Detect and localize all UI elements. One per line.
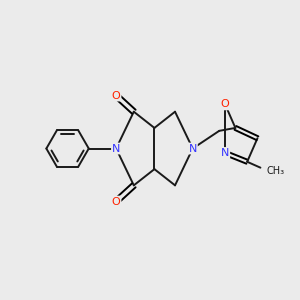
Text: O: O	[112, 196, 121, 206]
Text: O: O	[112, 91, 121, 100]
Text: N: N	[188, 143, 197, 154]
Text: O: O	[221, 99, 230, 110]
Text: CH₃: CH₃	[267, 166, 285, 176]
Text: N: N	[221, 148, 229, 158]
Text: N: N	[112, 143, 120, 154]
